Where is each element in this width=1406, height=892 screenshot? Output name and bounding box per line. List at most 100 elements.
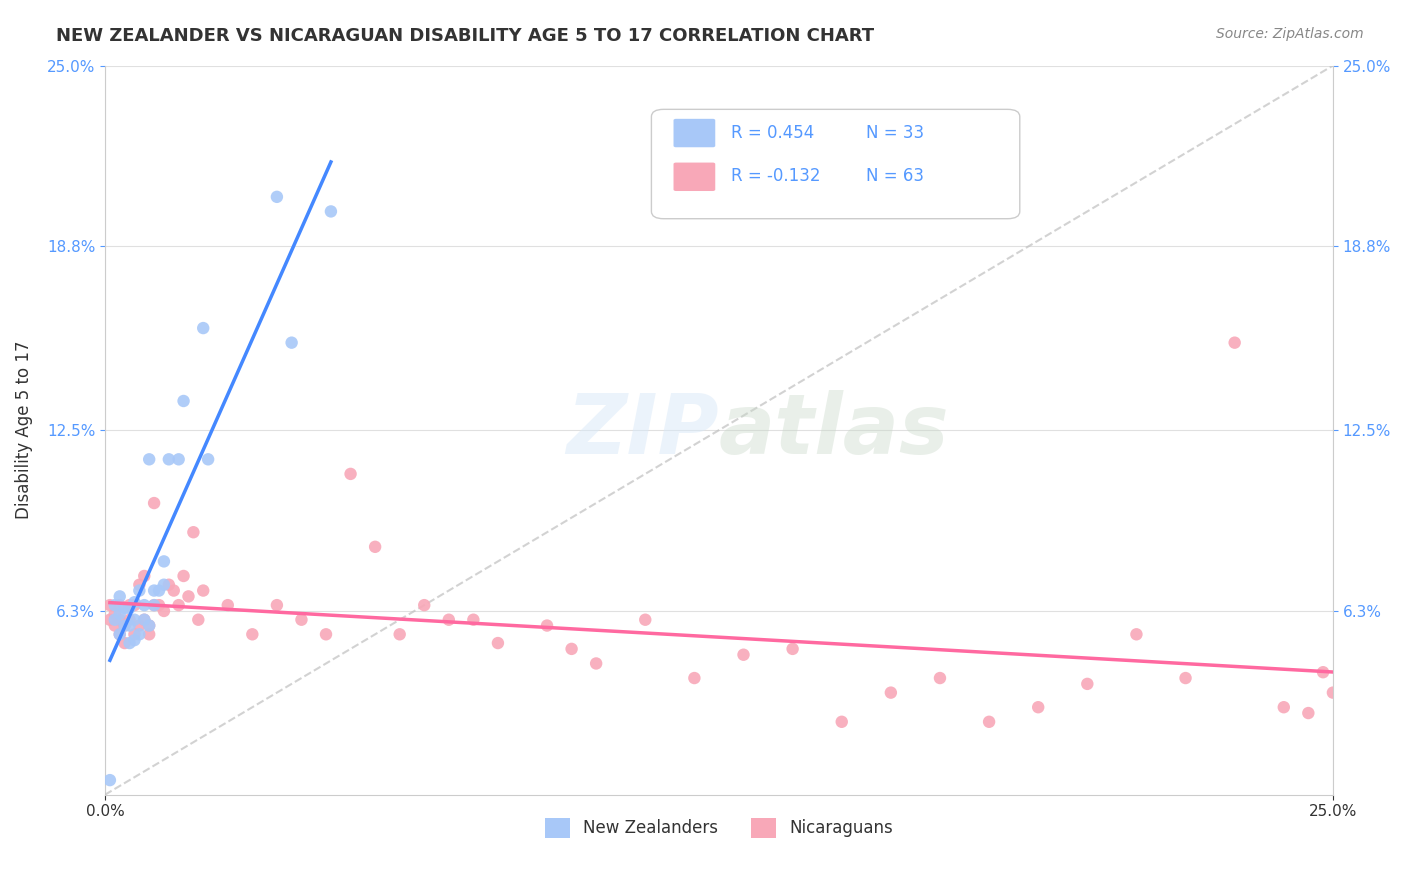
Point	[118, 618, 141, 632]
Point	[114, 618, 136, 632]
Point	[831, 714, 853, 729]
Text: Source: ZipAtlas.com: Source: ZipAtlas.com	[1216, 27, 1364, 41]
Point	[880, 685, 903, 699]
Point	[683, 671, 706, 685]
Point	[1026, 700, 1049, 714]
Point	[153, 554, 176, 568]
Point	[143, 496, 166, 510]
Point	[187, 613, 209, 627]
Point	[138, 627, 160, 641]
Point	[108, 627, 131, 641]
Point	[782, 641, 804, 656]
Point	[138, 618, 160, 632]
Point	[108, 590, 131, 604]
Point	[486, 636, 509, 650]
Point	[108, 607, 131, 621]
Point	[193, 583, 215, 598]
Point	[104, 598, 127, 612]
Legend: New Zealanders, Nicaraguans: New Zealanders, Nicaraguans	[538, 811, 900, 845]
Point	[128, 618, 150, 632]
Point	[1312, 665, 1334, 680]
Point	[114, 636, 136, 650]
Point	[118, 613, 141, 627]
Point	[319, 204, 342, 219]
Point	[413, 598, 436, 612]
Point	[143, 598, 166, 612]
FancyBboxPatch shape	[673, 119, 716, 147]
Point	[114, 601, 136, 615]
Point	[266, 190, 288, 204]
FancyBboxPatch shape	[673, 162, 716, 191]
Point	[148, 583, 170, 598]
Point	[114, 618, 136, 632]
Point	[153, 604, 176, 618]
Text: NEW ZEALANDER VS NICARAGUAN DISABILITY AGE 5 TO 17 CORRELATION CHART: NEW ZEALANDER VS NICARAGUAN DISABILITY A…	[56, 27, 875, 45]
Point	[134, 613, 156, 627]
Point	[536, 618, 558, 632]
Point	[388, 627, 411, 641]
FancyBboxPatch shape	[651, 110, 1019, 219]
Point	[561, 641, 583, 656]
Point	[134, 569, 156, 583]
Point	[108, 613, 131, 627]
Point	[148, 598, 170, 612]
Point	[266, 598, 288, 612]
Point	[977, 714, 1000, 729]
Text: N = 33: N = 33	[866, 124, 924, 142]
Point	[364, 540, 387, 554]
Point	[143, 583, 166, 598]
Point	[193, 321, 215, 335]
Point	[197, 452, 219, 467]
Point	[104, 607, 127, 621]
Text: R = -0.132: R = -0.132	[731, 168, 821, 186]
Point	[240, 627, 263, 641]
Point	[1298, 706, 1320, 720]
Text: ZIP: ZIP	[567, 390, 718, 471]
Point	[138, 618, 160, 632]
Point	[634, 613, 657, 627]
Point	[163, 583, 186, 598]
Point	[128, 627, 150, 641]
Point	[173, 569, 195, 583]
Point	[124, 595, 146, 609]
Point	[118, 636, 141, 650]
Point	[108, 627, 131, 641]
Point	[929, 671, 952, 685]
Point	[128, 578, 150, 592]
Point	[1076, 677, 1098, 691]
Point	[1322, 685, 1344, 699]
Text: N = 63: N = 63	[866, 168, 924, 186]
Point	[585, 657, 607, 671]
Point	[104, 613, 127, 627]
Point	[104, 618, 127, 632]
Point	[118, 601, 141, 615]
Y-axis label: Disability Age 5 to 17: Disability Age 5 to 17	[15, 341, 32, 519]
Point	[315, 627, 337, 641]
Point	[177, 590, 200, 604]
Point	[167, 598, 190, 612]
Point	[217, 598, 239, 612]
Point	[134, 613, 156, 627]
Point	[733, 648, 755, 662]
Point	[124, 613, 146, 627]
Point	[1272, 700, 1295, 714]
Point	[108, 598, 131, 612]
Point	[339, 467, 361, 481]
Point	[138, 452, 160, 467]
Point	[143, 598, 166, 612]
Point	[124, 598, 146, 612]
Point	[157, 452, 180, 467]
Point	[124, 633, 146, 648]
Point	[1174, 671, 1197, 685]
Point	[124, 627, 146, 641]
Point	[128, 583, 150, 598]
Point	[98, 613, 121, 627]
Point	[1125, 627, 1147, 641]
Point	[157, 578, 180, 592]
Point	[1223, 335, 1246, 350]
Point	[153, 578, 176, 592]
Point	[183, 525, 205, 540]
Point	[167, 452, 190, 467]
Point	[280, 335, 302, 350]
Point	[290, 613, 312, 627]
